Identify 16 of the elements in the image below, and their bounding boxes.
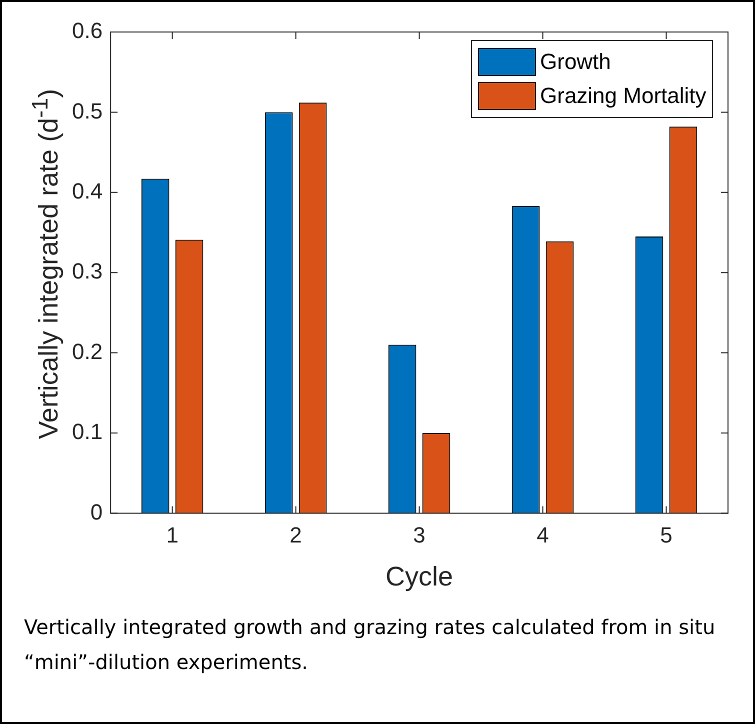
y-tick-label: 0.3 (72, 258, 103, 284)
x-axis-title: Cycle (386, 561, 454, 592)
y-tick-label: 0.2 (72, 338, 103, 364)
x-tick-label: 2 (290, 522, 302, 548)
legend-label: Grazing Mortality (540, 83, 706, 109)
x-tick-label: 1 (166, 522, 178, 548)
x-tick-label: 3 (413, 522, 426, 548)
y-tick-label: 0.1 (72, 419, 103, 444)
text: Vertically integrated growth and grazing rates calculated from in situ “mini”-dilution experiments. (24, 614, 716, 676)
legend-label: Growth (540, 49, 611, 75)
y-tick-label: 0.4 (72, 178, 103, 204)
y-tick-label: 0 (90, 499, 103, 524)
y-tick-label: 0.6 (72, 18, 103, 44)
x-tick-label: 5 (660, 522, 672, 548)
x-tick-label: 4 (536, 522, 549, 548)
y-tick-label: 0.5 (72, 98, 103, 124)
